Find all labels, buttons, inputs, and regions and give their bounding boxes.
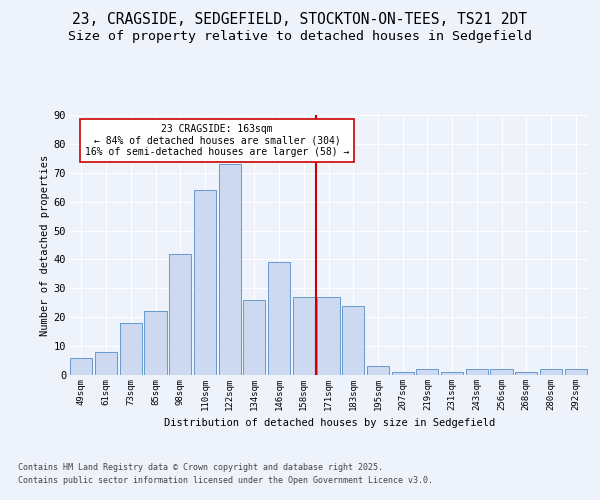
Text: 23 CRAGSIDE: 163sqm
← 84% of detached houses are smaller (304)
16% of semi-detac: 23 CRAGSIDE: 163sqm ← 84% of detached ho…	[85, 124, 349, 157]
Bar	[565, 369, 587, 375]
Bar	[243, 300, 265, 375]
Y-axis label: Number of detached properties: Number of detached properties	[40, 154, 50, 336]
Text: Contains HM Land Registry data © Crown copyright and database right 2025.: Contains HM Land Registry data © Crown c…	[18, 462, 383, 471]
Bar	[194, 190, 216, 375]
Bar	[119, 323, 142, 375]
Bar	[515, 372, 538, 375]
Bar	[145, 312, 167, 375]
Bar	[441, 372, 463, 375]
Bar	[367, 366, 389, 375]
Bar	[95, 352, 117, 375]
Bar	[317, 297, 340, 375]
Bar	[218, 164, 241, 375]
Text: Contains public sector information licensed under the Open Government Licence v3: Contains public sector information licen…	[18, 476, 433, 485]
Bar	[540, 369, 562, 375]
Bar	[169, 254, 191, 375]
Bar	[293, 297, 315, 375]
Bar	[70, 358, 92, 375]
Bar	[268, 262, 290, 375]
Text: Distribution of detached houses by size in Sedgefield: Distribution of detached houses by size …	[164, 418, 496, 428]
Bar	[342, 306, 364, 375]
Bar	[490, 369, 512, 375]
Bar	[466, 369, 488, 375]
Text: Size of property relative to detached houses in Sedgefield: Size of property relative to detached ho…	[68, 30, 532, 43]
Text: 23, CRAGSIDE, SEDGEFIELD, STOCKTON-ON-TEES, TS21 2DT: 23, CRAGSIDE, SEDGEFIELD, STOCKTON-ON-TE…	[73, 12, 527, 28]
Bar	[392, 372, 414, 375]
Bar	[416, 369, 439, 375]
